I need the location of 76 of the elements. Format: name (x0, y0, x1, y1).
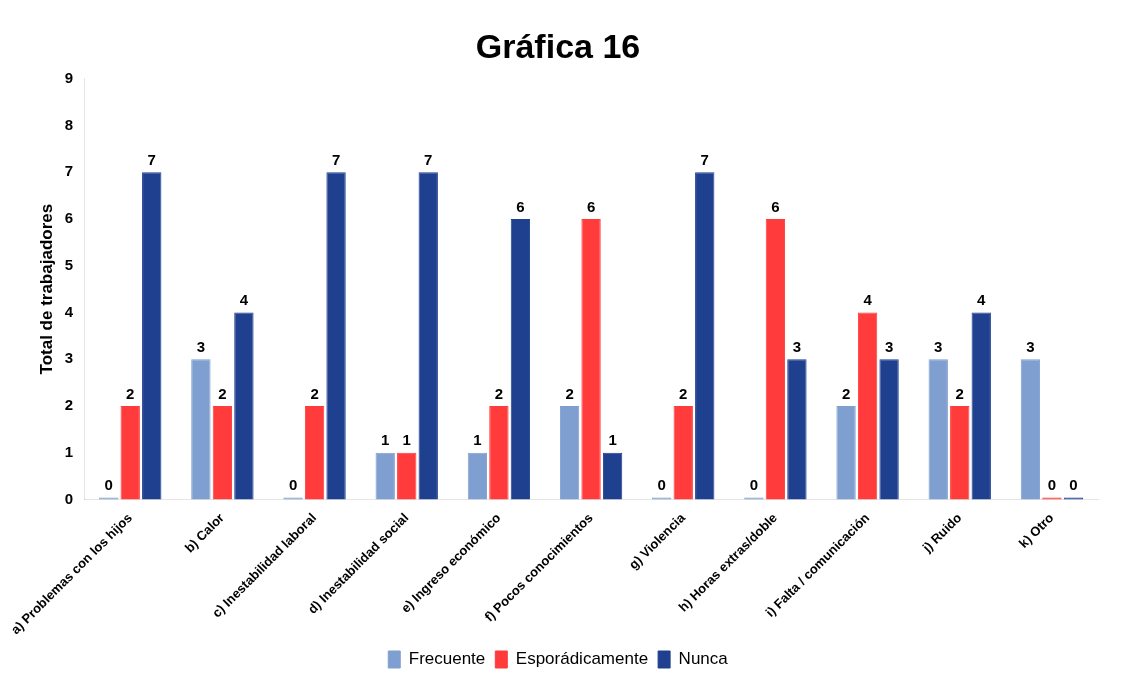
data-label: 1 (608, 431, 617, 449)
x-tick-label: k) Otro (1015, 510, 1057, 551)
data-label: 3 (196, 337, 206, 355)
y-tick-label: 3 (64, 349, 74, 367)
bar (673, 406, 693, 500)
data-label: 7 (700, 150, 709, 168)
data-label: 1 (381, 431, 390, 449)
y-tick-label: 4 (64, 302, 74, 320)
y-tick-label: 6 (64, 209, 74, 227)
data-label: 3 (884, 337, 894, 355)
y-tick-label: 1 (64, 442, 74, 460)
y-tick-label: 7 (64, 162, 74, 180)
y-tick-label: 5 (64, 255, 74, 273)
y-tick-label: 2 (64, 396, 74, 414)
y-tick-label: 0 (64, 489, 74, 507)
bar (234, 312, 254, 500)
data-label: 3 (792, 337, 802, 355)
chart-title: Gráfica 16 (475, 26, 641, 65)
data-label: 2 (494, 384, 504, 402)
data-label: 0 (749, 476, 759, 494)
y-tick-label: 8 (64, 115, 74, 133)
data-label: 2 (955, 384, 964, 402)
data-label: 4 (239, 291, 249, 309)
data-label: 6 (586, 197, 596, 215)
legend-label: Nunca (678, 649, 729, 669)
bar (467, 452, 488, 500)
bar (120, 406, 140, 500)
bar (602, 452, 623, 500)
bar (787, 359, 807, 500)
bar (397, 452, 417, 500)
data-label: 2 (841, 384, 851, 402)
bar (928, 359, 948, 500)
legend-label: Frecuente (408, 649, 486, 669)
bar (695, 172, 715, 500)
bar (836, 406, 856, 500)
y-axis-title: Total de trabajadores (37, 203, 57, 375)
data-label: 4 (863, 291, 873, 309)
bar (1020, 359, 1041, 500)
data-label: 1 (402, 431, 411, 449)
data-label: 0 (288, 476, 298, 494)
data-label: 3 (1026, 337, 1035, 355)
data-label: 7 (424, 150, 433, 168)
bar (304, 406, 325, 500)
data-label: 3 (934, 337, 943, 355)
legend-label: Esporádicamente (515, 649, 649, 669)
bar (326, 172, 346, 500)
bar (971, 312, 991, 500)
bar (581, 219, 601, 500)
data-label: 2 (310, 384, 319, 402)
bar (418, 172, 438, 500)
data-label: 1 (473, 431, 482, 449)
bar (510, 219, 531, 500)
bar (765, 219, 786, 500)
data-label: 2 (126, 384, 135, 402)
data-label: 2 (679, 384, 688, 402)
data-label: 2 (218, 384, 227, 402)
y-tick-label: 9 (64, 68, 74, 86)
data-label: 7 (331, 150, 341, 168)
data-label: 6 (771, 197, 780, 215)
data-label: 2 (565, 384, 574, 402)
bar (191, 359, 211, 500)
data-label: 0 (657, 476, 666, 494)
bar (375, 452, 395, 500)
bar (489, 406, 509, 500)
bar (559, 406, 580, 500)
bar (950, 406, 970, 500)
bar (142, 172, 162, 500)
bar (857, 312, 878, 500)
data-label: 4 (977, 291, 987, 309)
bar (879, 359, 899, 500)
data-label: 0 (1047, 476, 1057, 494)
data-label: 6 (516, 197, 525, 215)
data-label: 0 (104, 476, 113, 494)
data-label: 7 (147, 150, 156, 168)
bar (212, 406, 233, 500)
data-label: 0 (1069, 476, 1078, 494)
